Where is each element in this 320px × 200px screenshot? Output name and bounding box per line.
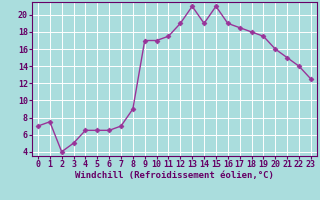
- X-axis label: Windchill (Refroidissement éolien,°C): Windchill (Refroidissement éolien,°C): [75, 171, 274, 180]
